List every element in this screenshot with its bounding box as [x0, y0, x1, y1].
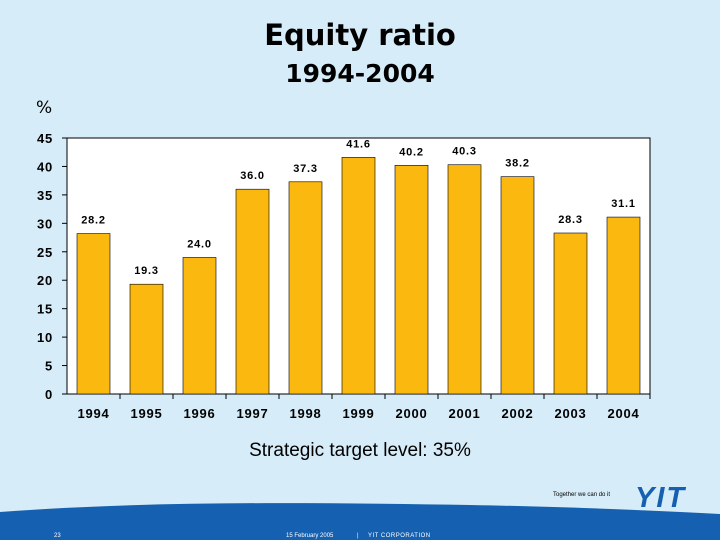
y-tick-label: 5 [45, 359, 53, 374]
bar [447, 164, 482, 395]
bar [182, 257, 217, 395]
bar [553, 232, 588, 395]
y-tick-label: 30 [37, 216, 53, 231]
x-tick-label: 2004 [607, 406, 639, 421]
x-tick-label: 2000 [395, 406, 427, 421]
y-axis-unit-label: % [36, 98, 53, 118]
svg-text:YIT: YIT [635, 482, 686, 512]
bar-value-label: 28.3 [558, 214, 583, 226]
bar-value-label: 40.2 [399, 146, 424, 158]
yit-logo: YIT [635, 482, 686, 512]
bar-value-label: 40.3 [452, 146, 477, 158]
y-tick-label: 15 [37, 302, 53, 317]
strategic-target-text: Strategic target level: 35% [249, 440, 471, 461]
bar-value-label: 19.3 [134, 265, 159, 277]
bar [129, 283, 164, 395]
bar [235, 188, 270, 395]
bar-value-label: 41.6 [346, 138, 371, 150]
page-number: 23 [54, 533, 61, 539]
x-tick-label: 1994 [77, 406, 109, 421]
x-tick-label: 2002 [501, 406, 533, 421]
footer-date: 15 February 2005 [286, 533, 334, 539]
y-tick-label: 40 [37, 159, 53, 174]
x-tick-label: 1998 [289, 406, 321, 421]
x-tick-label: 1997 [236, 406, 268, 421]
bar [288, 181, 323, 395]
y-tick-label: 45 [37, 131, 53, 146]
y-tick-label: 35 [37, 188, 53, 203]
x-tick-label: 1999 [342, 406, 374, 421]
x-tick-label: 2003 [554, 406, 586, 421]
bar-value-label: 31.1 [611, 198, 636, 210]
x-tick-label: 2001 [448, 406, 480, 421]
bar-value-label: 24.0 [187, 238, 212, 250]
y-tick-label: 0 [45, 387, 53, 402]
chart-subtitle: 1994-2004 [285, 59, 435, 88]
bar [341, 157, 376, 395]
bar [500, 176, 535, 395]
bar [394, 165, 429, 395]
x-tick-label: 1996 [183, 406, 215, 421]
chart-title: Equity ratio [264, 18, 456, 52]
x-tick-label: 1995 [130, 406, 162, 421]
footer-wave [0, 503, 720, 540]
bar-value-label: 37.3 [293, 163, 318, 175]
y-tick-label: 20 [37, 273, 53, 288]
bar [606, 216, 641, 395]
company-tagline: Together we can do it [553, 492, 611, 498]
bar-value-label: 38.2 [505, 158, 530, 170]
bar-value-label: 36.0 [240, 170, 265, 182]
y-tick-label: 10 [37, 330, 53, 345]
bar [76, 233, 111, 395]
y-tick-label: 25 [37, 245, 53, 260]
footer-separator: | [357, 533, 359, 539]
footer-company: YIT CORPORATION [368, 533, 431, 539]
bar-value-label: 28.2 [81, 215, 106, 227]
